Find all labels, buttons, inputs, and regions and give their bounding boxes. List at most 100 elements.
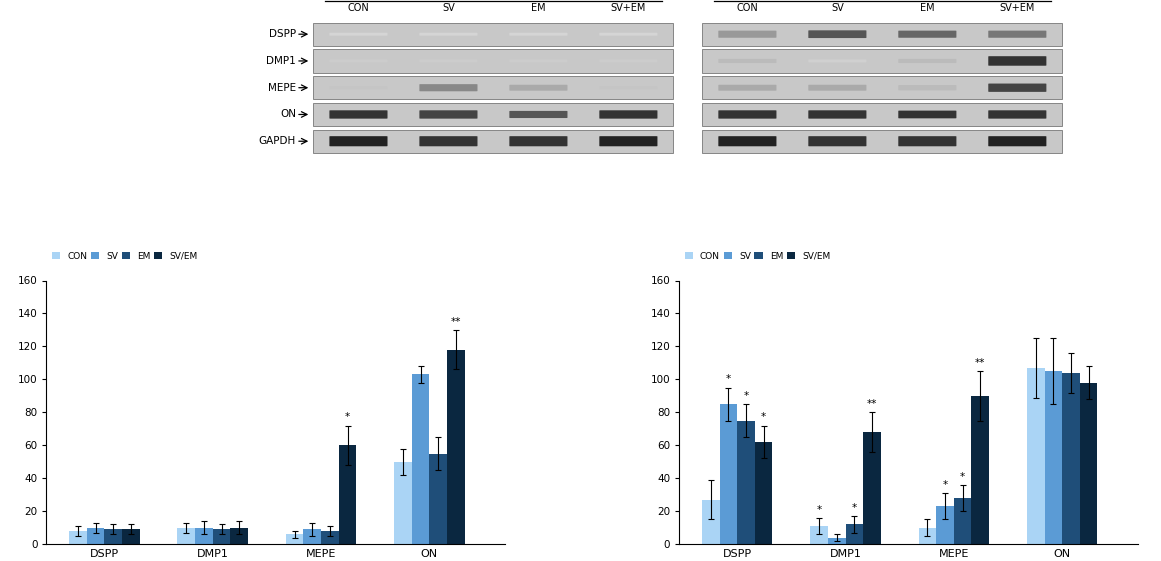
FancyBboxPatch shape (719, 111, 777, 118)
FancyBboxPatch shape (510, 111, 568, 118)
FancyBboxPatch shape (313, 130, 673, 153)
Bar (230, 528, 248, 544)
Bar (412, 374, 430, 544)
FancyBboxPatch shape (330, 111, 388, 118)
Text: **: ** (450, 316, 461, 327)
FancyBboxPatch shape (988, 111, 1046, 118)
Bar (1027, 368, 1045, 544)
Bar (1080, 383, 1097, 544)
Text: SV: SV (831, 3, 844, 13)
FancyBboxPatch shape (330, 59, 388, 62)
Bar (828, 537, 845, 544)
Bar (1062, 373, 1080, 544)
Bar (845, 525, 863, 544)
FancyBboxPatch shape (702, 130, 1062, 153)
FancyBboxPatch shape (702, 49, 1062, 72)
FancyBboxPatch shape (510, 33, 568, 36)
FancyBboxPatch shape (808, 85, 866, 91)
Bar (720, 404, 737, 544)
FancyBboxPatch shape (313, 76, 673, 99)
FancyBboxPatch shape (510, 85, 568, 91)
FancyBboxPatch shape (808, 30, 866, 38)
Bar (918, 528, 936, 544)
FancyBboxPatch shape (510, 59, 568, 62)
Bar (702, 500, 720, 544)
Bar (322, 531, 339, 544)
FancyBboxPatch shape (988, 56, 1046, 66)
Bar (863, 432, 881, 544)
FancyBboxPatch shape (599, 33, 657, 36)
Bar (178, 528, 195, 544)
Text: *: * (345, 412, 351, 422)
FancyBboxPatch shape (419, 59, 477, 62)
FancyBboxPatch shape (702, 103, 1062, 126)
Bar (70, 531, 87, 544)
Text: SV: SV (442, 3, 455, 13)
Bar (972, 396, 989, 544)
FancyBboxPatch shape (330, 86, 388, 89)
FancyBboxPatch shape (599, 111, 657, 118)
Bar (430, 453, 447, 544)
Bar (447, 350, 464, 544)
Bar (339, 445, 356, 544)
Text: **: ** (867, 399, 878, 409)
Bar (810, 526, 828, 544)
FancyBboxPatch shape (313, 49, 673, 72)
FancyBboxPatch shape (313, 22, 673, 46)
Text: *: * (743, 391, 749, 401)
Legend: CON, SV, EM, SV/EM: CON, SV, EM, SV/EM (684, 251, 831, 261)
Bar (104, 530, 122, 544)
FancyBboxPatch shape (702, 76, 1062, 99)
Text: ON: ON (280, 109, 296, 119)
FancyBboxPatch shape (899, 31, 957, 38)
FancyBboxPatch shape (419, 84, 477, 91)
FancyBboxPatch shape (419, 33, 477, 36)
Text: *: * (726, 374, 731, 384)
Bar (954, 498, 972, 544)
Bar (303, 530, 322, 544)
Bar (1045, 371, 1062, 544)
FancyBboxPatch shape (510, 136, 568, 146)
FancyBboxPatch shape (330, 136, 388, 146)
Bar (87, 528, 104, 544)
FancyBboxPatch shape (899, 111, 957, 118)
Text: CON: CON (347, 3, 369, 13)
Bar (755, 442, 772, 544)
FancyBboxPatch shape (808, 136, 866, 146)
FancyBboxPatch shape (808, 111, 866, 118)
FancyBboxPatch shape (899, 59, 957, 63)
FancyBboxPatch shape (719, 31, 777, 38)
Text: *: * (760, 412, 766, 422)
Bar (122, 530, 139, 544)
FancyBboxPatch shape (719, 136, 777, 146)
Bar (737, 421, 755, 544)
FancyBboxPatch shape (599, 136, 657, 146)
Text: SV+EM: SV+EM (611, 3, 646, 13)
Bar (394, 462, 412, 544)
Bar (212, 530, 230, 544)
Bar (286, 534, 303, 544)
FancyBboxPatch shape (719, 85, 777, 91)
FancyBboxPatch shape (719, 59, 777, 63)
Text: DMP1: DMP1 (266, 56, 296, 66)
Text: *: * (960, 472, 965, 481)
FancyBboxPatch shape (899, 85, 957, 90)
FancyBboxPatch shape (599, 86, 657, 89)
Text: *: * (816, 504, 822, 514)
Text: MEPE: MEPE (268, 82, 296, 93)
Text: GAPDH: GAPDH (259, 136, 296, 146)
FancyBboxPatch shape (702, 22, 1062, 46)
FancyBboxPatch shape (599, 59, 657, 62)
Text: *: * (852, 503, 857, 513)
FancyBboxPatch shape (419, 111, 477, 118)
FancyBboxPatch shape (419, 136, 477, 146)
Text: *: * (943, 480, 947, 490)
FancyBboxPatch shape (988, 136, 1046, 146)
Bar (195, 528, 212, 544)
FancyBboxPatch shape (330, 33, 388, 36)
Text: EM: EM (920, 3, 935, 13)
Legend: CON, SV, EM, SV/EM: CON, SV, EM, SV/EM (51, 251, 199, 261)
FancyBboxPatch shape (988, 31, 1046, 38)
Text: EM: EM (531, 3, 546, 13)
Text: DSPP: DSPP (269, 29, 296, 39)
